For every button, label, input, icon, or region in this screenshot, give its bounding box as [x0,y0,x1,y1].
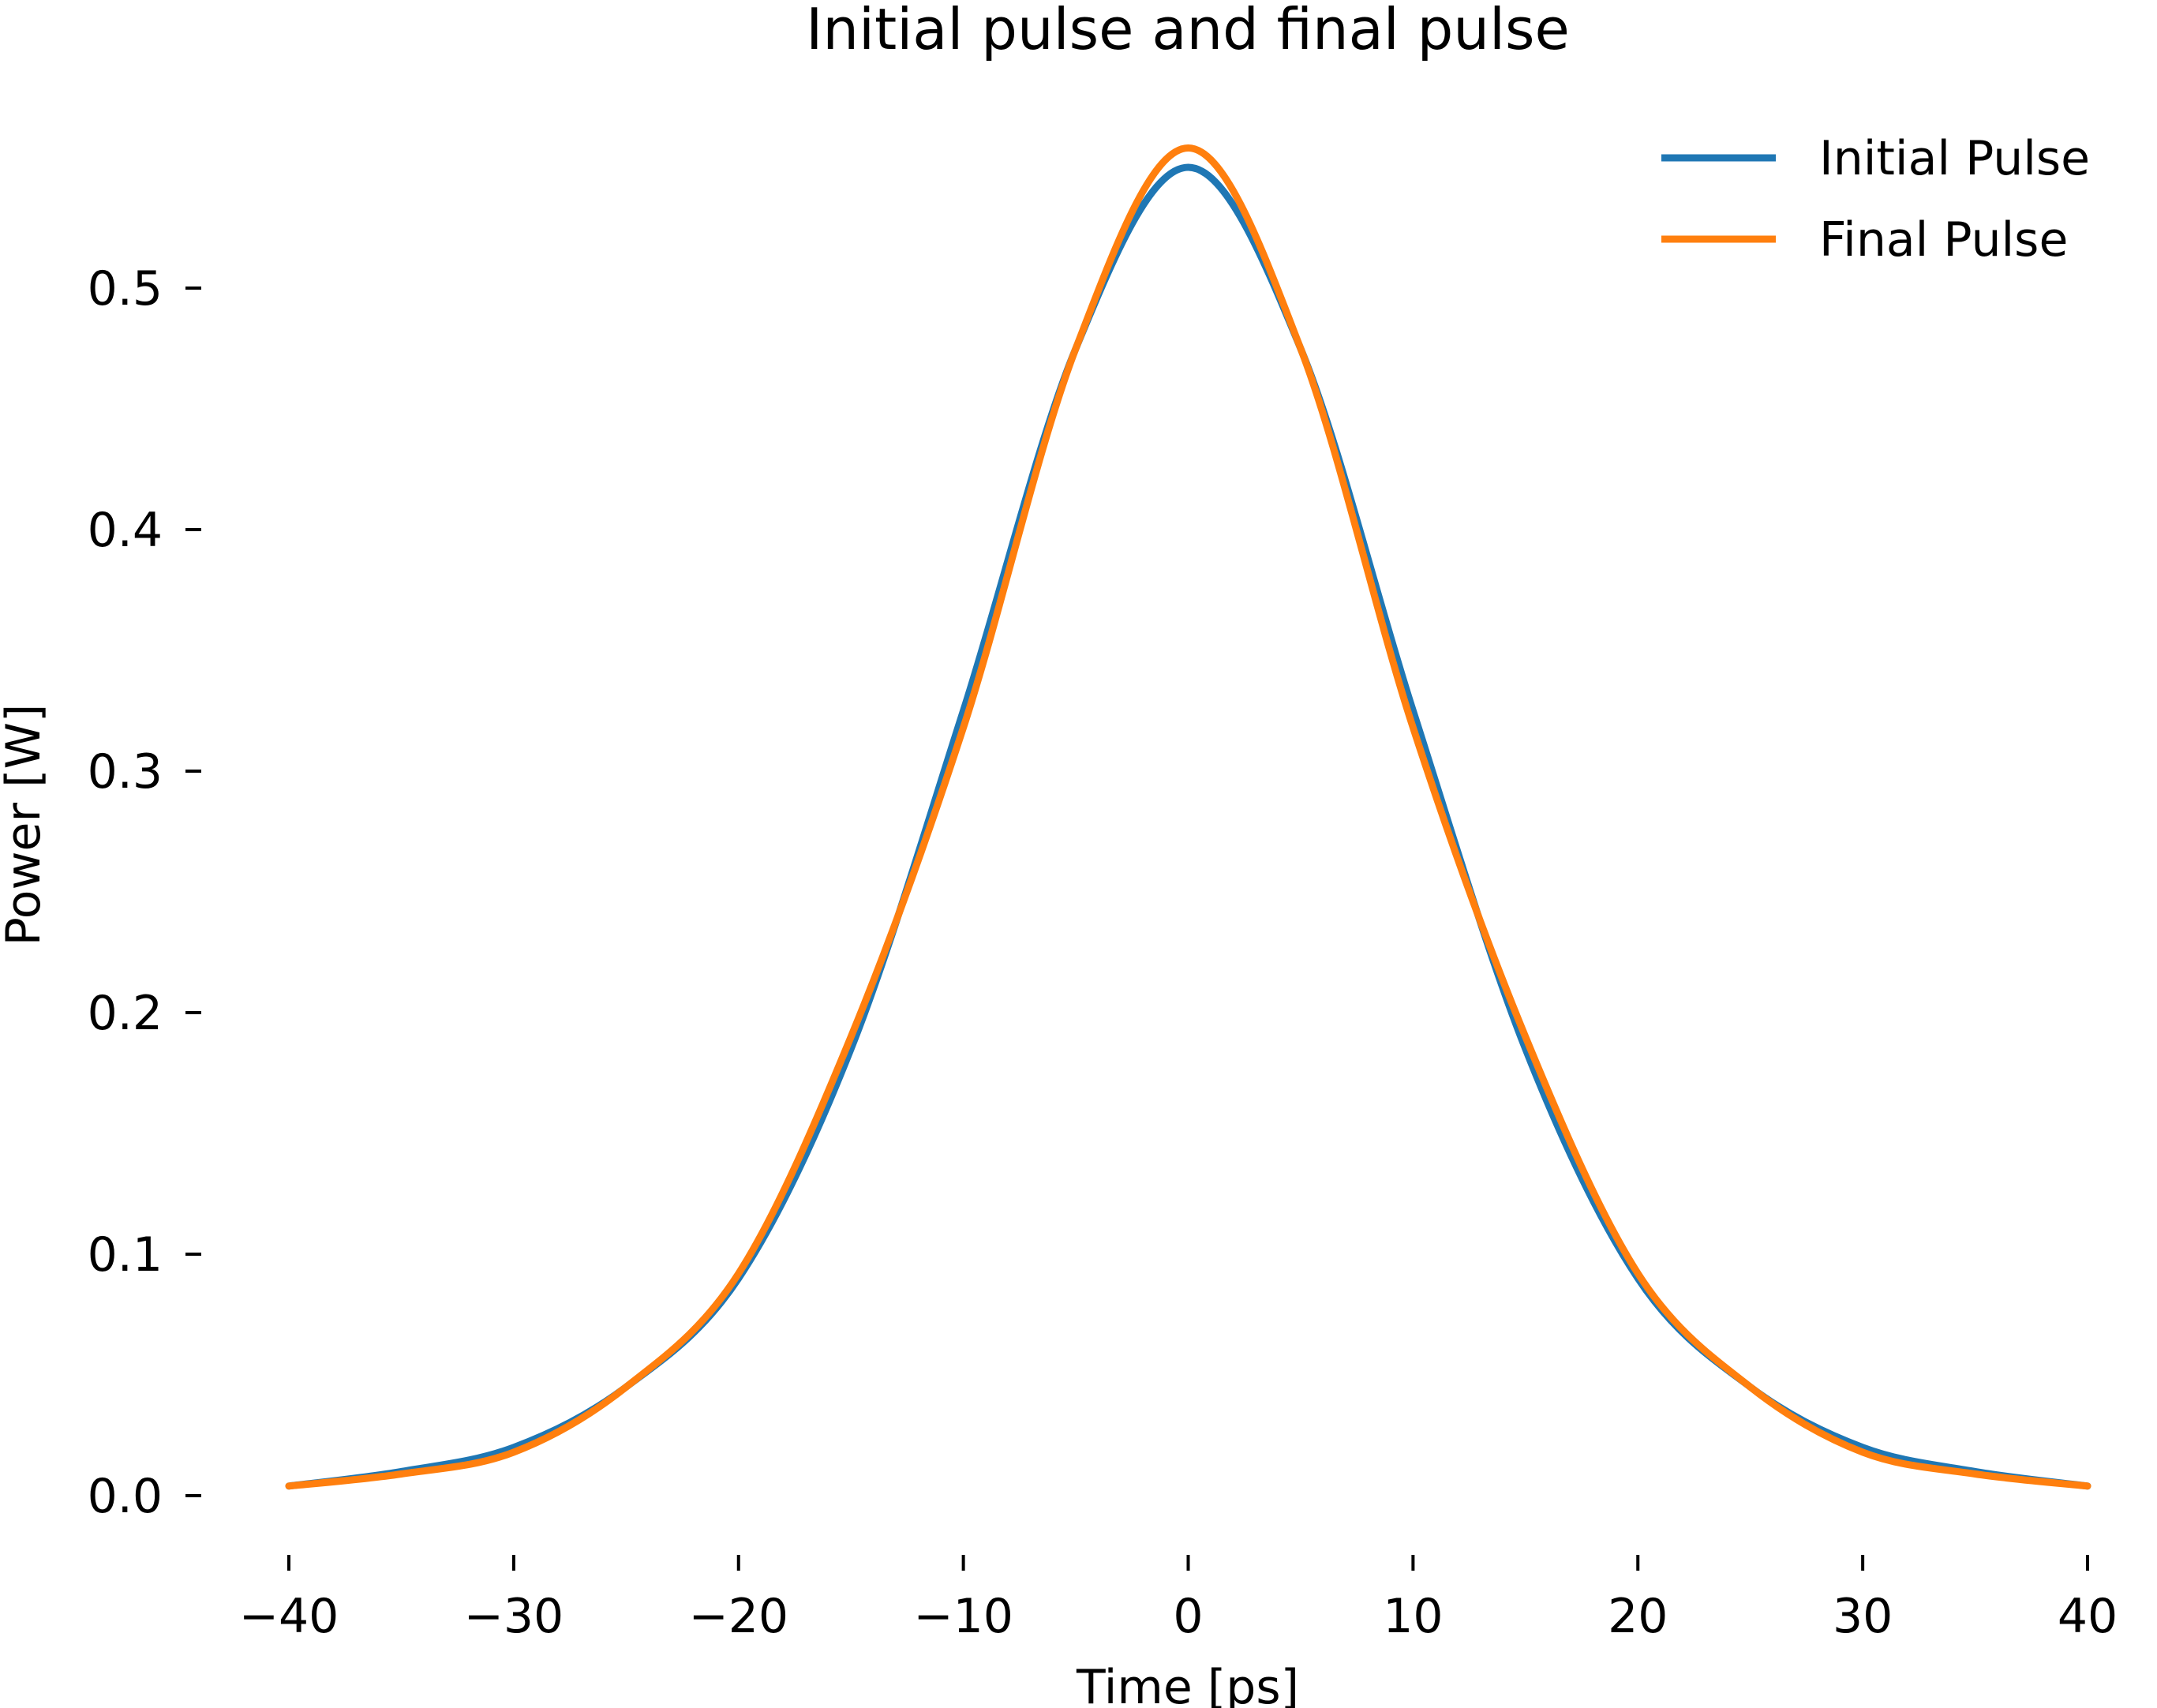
x-tick-label: −40 [239,1589,339,1644]
y-tick-label: 0.3 [88,744,163,800]
x-axis-label: Time [ps] [1076,1660,1299,1708]
x-tick-label: 40 [2058,1589,2118,1644]
plot-lines [285,144,2091,1490]
series-line-initial-pulse [285,163,2091,1490]
legend-label: Final Pulse [1819,212,2068,268]
x-axis: −40 −30 −20 −10 0 10 20 30 40 [239,1555,2118,1644]
x-tick-label: 30 [1833,1589,1893,1644]
x-tick-label: −20 [688,1589,788,1644]
y-axis: 0.0 0.1 0.2 0.3 0.4 0.5 [88,261,201,1524]
y-tick-label: 0.2 [88,986,163,1041]
x-tick-label: 20 [1608,1589,1668,1644]
chart-title: Initial pulse and final pulse [806,0,1570,62]
legend-label: Initial Pulse [1819,131,2090,186]
y-tick-label: 0.1 [88,1227,163,1283]
y-axis-label: Power [W] [0,704,51,946]
x-tick-label: 10 [1383,1589,1443,1644]
legend: Initial Pulse Final Pulse [1661,131,2090,268]
x-tick-label: −30 [464,1589,564,1644]
x-tick-label: −10 [913,1589,1013,1644]
x-tick-label: 0 [1173,1589,1203,1644]
series-line-final-pulse [285,144,2091,1490]
y-tick-label: 0.0 [88,1469,163,1524]
y-tick-label: 0.4 [88,503,163,558]
y-tick-label: 0.5 [88,261,163,317]
